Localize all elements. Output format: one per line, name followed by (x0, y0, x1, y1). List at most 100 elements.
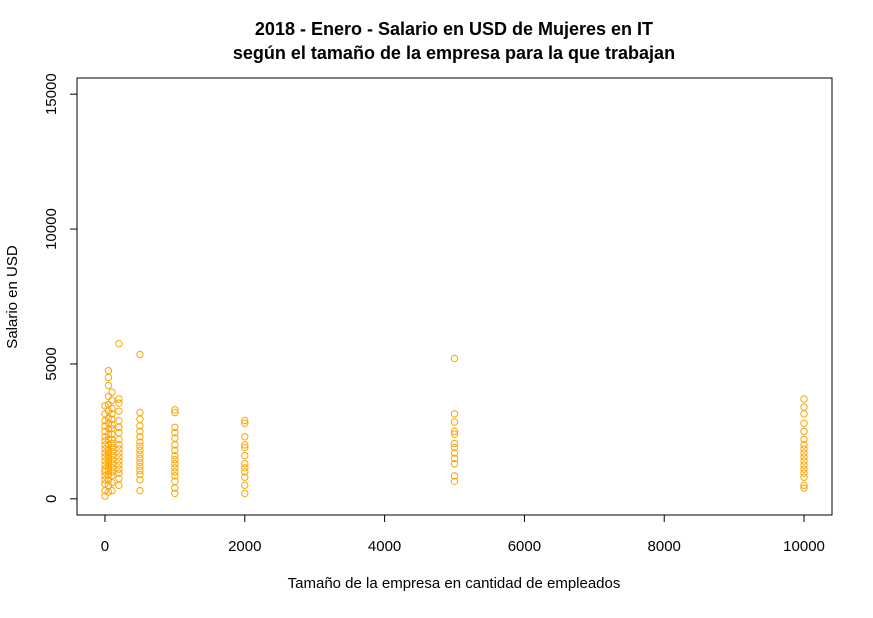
data-point (800, 403, 808, 411)
data-point (136, 427, 144, 436)
data-point (171, 472, 179, 480)
data-point (108, 396, 116, 405)
data-point (115, 395, 123, 403)
data-point (241, 443, 249, 452)
data-point (115, 340, 123, 348)
data-point (800, 435, 808, 444)
data-point (104, 366, 113, 375)
data-point (450, 418, 459, 426)
data-point (800, 481, 808, 490)
data-point (108, 487, 116, 495)
data-point (136, 470, 144, 479)
data-point (241, 489, 249, 498)
data-point (171, 423, 179, 432)
x-tick-label: 4000 (368, 538, 401, 555)
data-point (101, 441, 109, 449)
data-point (108, 439, 116, 448)
data-point (800, 461, 808, 469)
data-point (136, 487, 144, 495)
data-point (171, 468, 179, 476)
data-point (171, 408, 179, 417)
data-point (241, 451, 249, 460)
data-point (104, 430, 113, 438)
data-point (450, 472, 459, 480)
data-point (108, 464, 116, 472)
data-point (108, 430, 116, 438)
data-point (241, 460, 249, 468)
data-point (241, 468, 249, 476)
data-point (171, 429, 179, 437)
data-point (800, 449, 808, 457)
data-point (115, 474, 123, 483)
data-point (108, 472, 116, 480)
data-point (450, 439, 459, 448)
data-point (800, 457, 808, 465)
data-point (800, 441, 808, 449)
data-point (450, 410, 459, 418)
data-point (450, 460, 459, 468)
data-point (101, 476, 109, 484)
data-point (136, 350, 144, 359)
data-point (108, 410, 116, 418)
y-tick-label: 15000 (43, 73, 60, 115)
data-point (136, 438, 144, 446)
data-point (800, 465, 808, 473)
chart-title-line-1: 2018 - Enero - Salario en USD de Mujeres… (255, 19, 653, 39)
data-point (136, 454, 144, 463)
data-point (115, 469, 123, 477)
x-axis-label: Tamaño de la empresa en cantidad de empl… (288, 575, 621, 592)
data-point (171, 456, 179, 464)
chart-title-line-2: según el tamaño de la empresa para la qu… (233, 43, 675, 63)
data-point (108, 424, 116, 433)
data-point (241, 433, 249, 441)
data-point (101, 402, 109, 410)
data-point (136, 446, 144, 454)
x-axis: 0 2000 4000 6000 8000 10000 (101, 514, 825, 555)
data-point (450, 449, 459, 457)
data-point (115, 429, 123, 437)
data-point (115, 457, 123, 465)
data-point (115, 449, 123, 457)
y-tick-label: 10000 (43, 208, 60, 250)
data-point (108, 404, 116, 413)
data-point (450, 430, 459, 438)
data-point (241, 473, 249, 481)
data-point (171, 406, 179, 414)
data-point (115, 445, 123, 453)
x-tick-label: 8000 (648, 538, 681, 555)
data-point (800, 484, 808, 492)
data-point (241, 481, 249, 490)
data-point (171, 477, 179, 485)
y-tick-label: 5000 (43, 347, 60, 380)
data-point (241, 464, 249, 472)
data-points (101, 340, 808, 500)
data-point (171, 434, 179, 442)
data-point (115, 407, 123, 415)
data-point (171, 460, 179, 468)
data-point (800, 395, 808, 403)
data-point (171, 451, 179, 460)
data-point (450, 443, 459, 452)
data-point (115, 453, 123, 461)
data-point (115, 399, 123, 407)
data-point (171, 464, 179, 472)
data-point (171, 489, 179, 498)
data-point (136, 408, 144, 417)
data-point (108, 460, 116, 468)
data-point (108, 415, 116, 423)
data-point (241, 441, 249, 449)
data-point (136, 462, 144, 471)
data-point (108, 456, 116, 464)
data-point (108, 420, 116, 429)
data-point (104, 381, 113, 390)
data-point (108, 388, 116, 396)
x-tick-label: 10000 (783, 538, 825, 555)
data-point (115, 461, 123, 469)
y-axis-label: Salario en USD (4, 245, 21, 349)
data-point (108, 443, 116, 452)
x-tick-label: 6000 (508, 538, 541, 555)
data-point (136, 442, 144, 450)
